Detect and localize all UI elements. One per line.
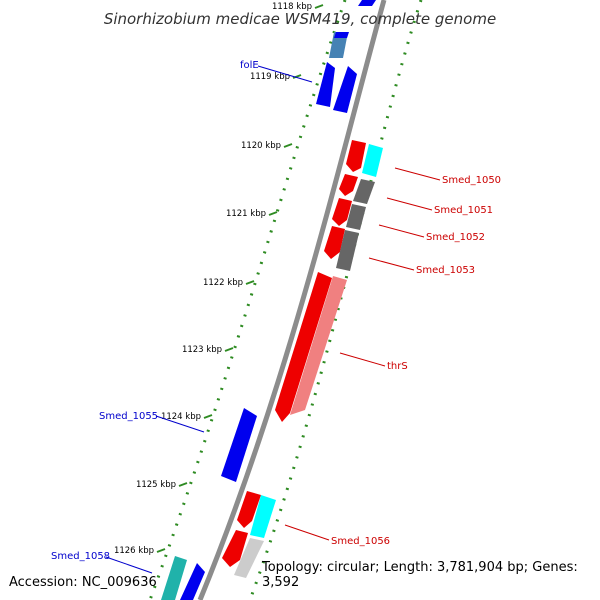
forward-strand-genes [161,0,376,600]
cds-block [250,495,276,538]
gene-label-smed_1053[interactable]: Smed_1053 [416,265,475,276]
tick-mark [268,211,278,216]
gene-forward-arrow [161,556,187,600]
leader-line [378,224,425,238]
gene-forward-arrow [358,0,376,6]
gene-forward-arrow [329,32,348,58]
gene-reverse-arrow [339,174,358,196]
cds-block [290,276,347,415]
accession-text: Accession: NC_009636 [9,575,157,590]
cds-block [234,538,264,578]
gene-label-fole[interactable]: folE [240,60,259,71]
leader-line [284,524,330,541]
reverse-strand-genes [222,140,366,567]
leader-line [368,257,415,271]
cds-features [234,144,383,578]
tick-mark [178,482,188,487]
gene-forward-arrow [333,66,357,113]
gene-label-smed_1058[interactable]: Smed_1058 [51,551,110,562]
topology-text: Topology: circular; Length: 3,781,904 bp… [262,560,578,590]
tick-label: 1125 kbp [136,480,176,490]
gene-labels: folE Smed_1055 Smed_1058 Smed_1050 Smed_1051… [51,60,501,562]
tick-label: 1120 kbp [241,141,281,151]
tick-label: 1122 kbp [203,278,243,288]
tick-label: 1121 kbp [226,209,266,219]
leader-line [105,556,153,574]
ruler-ticks: 1118 kbp 1119 kbp 1120 kbp 1121 kbp 1122 kbp… [114,2,324,556]
cds-block [346,204,366,230]
gene-label-smed_1055[interactable]: Smed_1055 [99,411,158,422]
tick-mark [292,74,302,79]
tick-mark [156,548,166,553]
leader-line [386,197,433,211]
gene-reverse-arrow [324,226,345,259]
gene-label-thrs[interactable]: thrS [387,361,408,372]
tick-mark [245,280,255,285]
gene-forward-arrow [316,62,335,107]
map-title: Sinorhizobium medicae WSM419, complete g… [104,10,496,28]
gene-forward-arrow [221,408,257,482]
cds-block [353,179,375,204]
gene-reverse-arrow [222,530,248,567]
genome-backbone [197,0,387,600]
tick-label: 1126 kbp [114,546,154,556]
gene-label-smed_1052[interactable]: Smed_1052 [426,232,485,243]
tick-label: 1119 kbp [250,72,290,82]
gene-label-smed_1056[interactable]: Smed_1056 [331,536,390,547]
leader-line [155,415,205,433]
tick-mark [203,414,213,419]
tick-label: 1123 kbp [182,345,222,355]
gene-label-smed_1051[interactable]: Smed_1051 [434,205,493,216]
leader-line [394,167,441,181]
gene-label-smed_1050[interactable]: Smed_1050 [442,175,501,186]
gene-reverse-arrow [346,140,366,172]
leader-line [257,65,313,83]
outer-ruler-ring [248,0,423,600]
gene-forward-arrow [334,32,349,38]
label-leader-lines [105,65,441,574]
cds-block [336,230,359,271]
gene-reverse-arrow [332,198,352,226]
tick-label: 1118 kbp [272,2,312,12]
tick-label: 1124 kbp [161,412,201,422]
tick-mark [283,143,293,148]
leader-line [339,352,386,367]
gene-reverse-arrow [237,491,261,528]
cds-block [362,144,383,177]
tick-mark [314,4,324,9]
tick-mark [224,347,234,352]
gene-forward-arrow [180,563,205,600]
gene-reverse-arrow [275,272,332,422]
